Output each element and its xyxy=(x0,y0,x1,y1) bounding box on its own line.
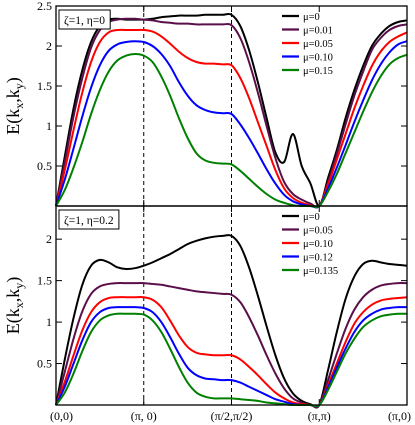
series-line-2 xyxy=(55,17,408,209)
annotation-text: ζ=1, η=0 xyxy=(64,15,105,27)
legend-label: μ=0.15 xyxy=(303,66,333,77)
y-tick-label: 1 xyxy=(46,119,52,133)
y-axis-label-subscript: y xyxy=(12,83,26,89)
y-tick-label: 1.5 xyxy=(37,274,52,288)
annotation-text: ζ=1, η=0.2 xyxy=(64,215,114,227)
plot-frame xyxy=(55,205,408,406)
legend-label: μ=0.12 xyxy=(303,253,333,264)
x-tick-label: (π,π) xyxy=(308,409,331,423)
series-line-1 xyxy=(55,12,408,208)
y-tick-label: 1 xyxy=(46,315,52,329)
legend-label: μ=0.10 xyxy=(303,53,333,64)
series-line-4 xyxy=(55,306,408,408)
y-tick-label: 0.5 xyxy=(37,357,52,371)
y-tick-label: 2.5 xyxy=(37,0,52,13)
legend-label: μ=0.05 xyxy=(303,39,333,50)
x-tick-label: (0,0) xyxy=(50,409,73,423)
series-line-3 xyxy=(55,296,408,408)
x-tick-label: (π/2,π/2) xyxy=(211,409,253,423)
chart-panels: 0.5 1 1.5 2 2.5 ζ=1, η=0 μ=0 μ=0.01 μ=0.05 μ=0.10… xyxy=(3,0,411,423)
series-line-3 xyxy=(55,28,408,209)
y-tick-label: 2 xyxy=(46,232,52,246)
y-axis-label-part: E(k xyxy=(3,308,24,334)
y-axis-label-subscript: y xyxy=(12,283,26,289)
x-tick-label: (π, 0) xyxy=(131,409,157,423)
y-tick-label: 2 xyxy=(46,39,52,53)
y-axis-label: E(kx,ky) xyxy=(3,77,26,135)
y-axis-label-subscript: x xyxy=(12,302,26,308)
annotation-box xyxy=(58,209,120,230)
y-axis-label-subscript: x xyxy=(12,103,26,109)
series-line-2 xyxy=(55,282,408,408)
y-axis-label-part: ,k xyxy=(3,89,23,103)
y-tick-label: 1.5 xyxy=(37,79,52,93)
x-tick-label: (π,0) xyxy=(388,409,411,423)
panel-top: 0.5 1 1.5 2 2.5 ζ=1, η=0 μ=0 μ=0.01 μ=0.05 μ=0.10… xyxy=(3,0,408,209)
y-axis-label-part: ,k xyxy=(3,289,23,303)
series-line-5 xyxy=(55,53,408,209)
legend-label: μ=0.135 xyxy=(303,266,338,277)
y-axis-label-part: ) xyxy=(3,77,24,83)
legend-label: μ=0.05 xyxy=(303,226,333,237)
legend: μ=0 μ=0.05 μ=0.10 μ=0.12 μ=0.135 xyxy=(282,212,338,277)
legend-label: μ=0 xyxy=(303,12,320,23)
panel-annotation: ζ=1, η=0.2 xyxy=(58,209,120,230)
legend-label: μ=0 xyxy=(303,212,320,223)
panel-annotation: ζ=1, η=0 xyxy=(58,9,111,30)
series-line-1 xyxy=(55,234,408,409)
series-line-5 xyxy=(55,312,408,408)
y-axis-label: E(kx,ky) xyxy=(3,277,26,335)
legend-label: μ=0.10 xyxy=(303,239,333,250)
legend: μ=0 μ=0.01 μ=0.05 μ=0.10 μ=0.15 xyxy=(282,12,333,77)
series-line-4 xyxy=(55,40,408,209)
panel-bottom: 0.5 1 1.5 2 (0,0) (π, 0) (π/2,π/2) (π,π) (π,0) ζ=… xyxy=(3,205,411,423)
y-axis-label-part: E(k xyxy=(3,109,24,135)
y-axis-label-part: ) xyxy=(3,277,24,283)
y-tick-label: 0.5 xyxy=(37,159,52,173)
annotation-box xyxy=(58,9,111,30)
legend-label: μ=0.01 xyxy=(303,26,333,37)
